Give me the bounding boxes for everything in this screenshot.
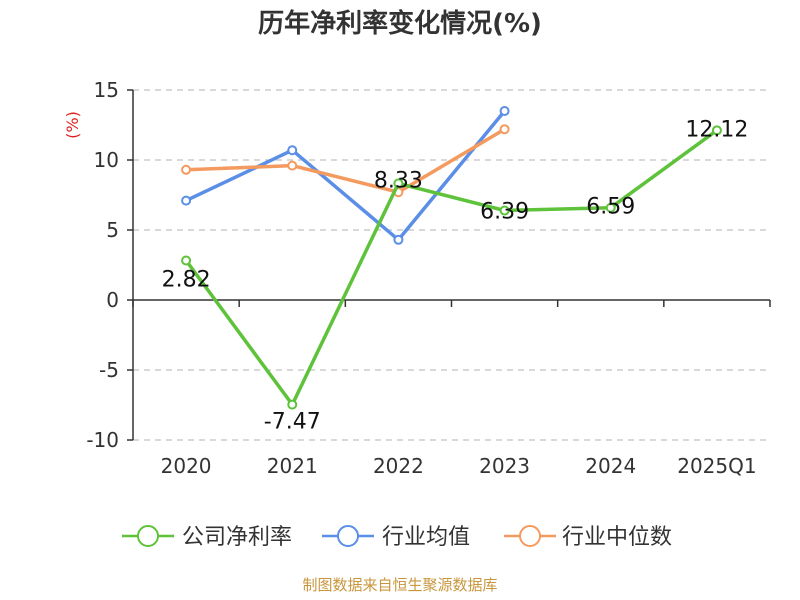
legend-label: 行业中位数	[562, 525, 672, 550]
series-layer	[181, 106, 722, 410]
x-tick-label: 2023	[479, 454, 530, 478]
y-tick-label: -10	[86, 428, 119, 452]
legend-swatch-marker	[337, 525, 359, 547]
y-tick-label: 5	[106, 218, 119, 242]
legend-swatch-marker	[519, 525, 541, 547]
axes: 15 10 5 0 -5 -10 2020 2021 2022 2023 2024 2025Q1	[86, 78, 771, 478]
x-tick-label: 2022	[373, 454, 424, 478]
source-note: 制图数据来自恒生聚源数据库	[302, 576, 497, 594]
data-label: -7.47	[264, 410, 321, 435]
legend-label: 行业均值	[382, 525, 470, 550]
data-point	[393, 234, 404, 245]
data-point	[605, 202, 616, 213]
legend-item[interactable]: 行业均值	[322, 525, 470, 550]
data-point	[181, 255, 192, 266]
data-point	[499, 205, 510, 216]
chart-title: 历年净利率变化情况(%)	[258, 8, 542, 39]
data-point	[181, 164, 192, 175]
data-label: 8.33	[374, 168, 423, 193]
x-tick-label: 2020	[161, 454, 212, 478]
y-tick-label: 10	[94, 148, 119, 172]
data-label: 2.82	[162, 268, 211, 293]
data-point	[287, 160, 298, 171]
x-tick-label: 2024	[585, 454, 636, 478]
data-label: 12.12	[685, 117, 748, 142]
legend: 公司净利率 行业均值 行业中位数	[122, 525, 672, 550]
y-tick-label: 15	[94, 78, 119, 102]
y-tick-label: 0	[106, 288, 119, 312]
data-point	[393, 178, 404, 189]
data-point	[711, 125, 722, 136]
data-label: 6.39	[480, 200, 529, 225]
data-labels-layer: 2.82 -7.47 8.33 6.39 6.59 12.12	[162, 117, 749, 434]
x-tick-label: 2025Q1	[677, 454, 756, 478]
data-point	[499, 106, 510, 116]
y-axis-unit-label: (%)	[63, 111, 82, 139]
legend-item[interactable]: 行业中位数	[504, 525, 672, 550]
x-tick-label: 2021	[267, 454, 318, 478]
y-tick-label: -5	[99, 358, 119, 382]
series-line-0	[184, 128, 718, 407]
data-point	[499, 124, 510, 135]
data-point	[287, 399, 298, 410]
series-line-2	[186, 127, 506, 194]
data-point	[287, 145, 298, 156]
legend-label: 公司净利率	[182, 525, 292, 550]
data-point	[181, 195, 192, 206]
legend-swatch-marker	[137, 525, 159, 547]
gridlines	[133, 89, 770, 441]
series-line-1	[185, 109, 506, 242]
legend-item[interactable]: 公司净利率	[122, 525, 292, 550]
data-label: 6.59	[586, 195, 635, 220]
